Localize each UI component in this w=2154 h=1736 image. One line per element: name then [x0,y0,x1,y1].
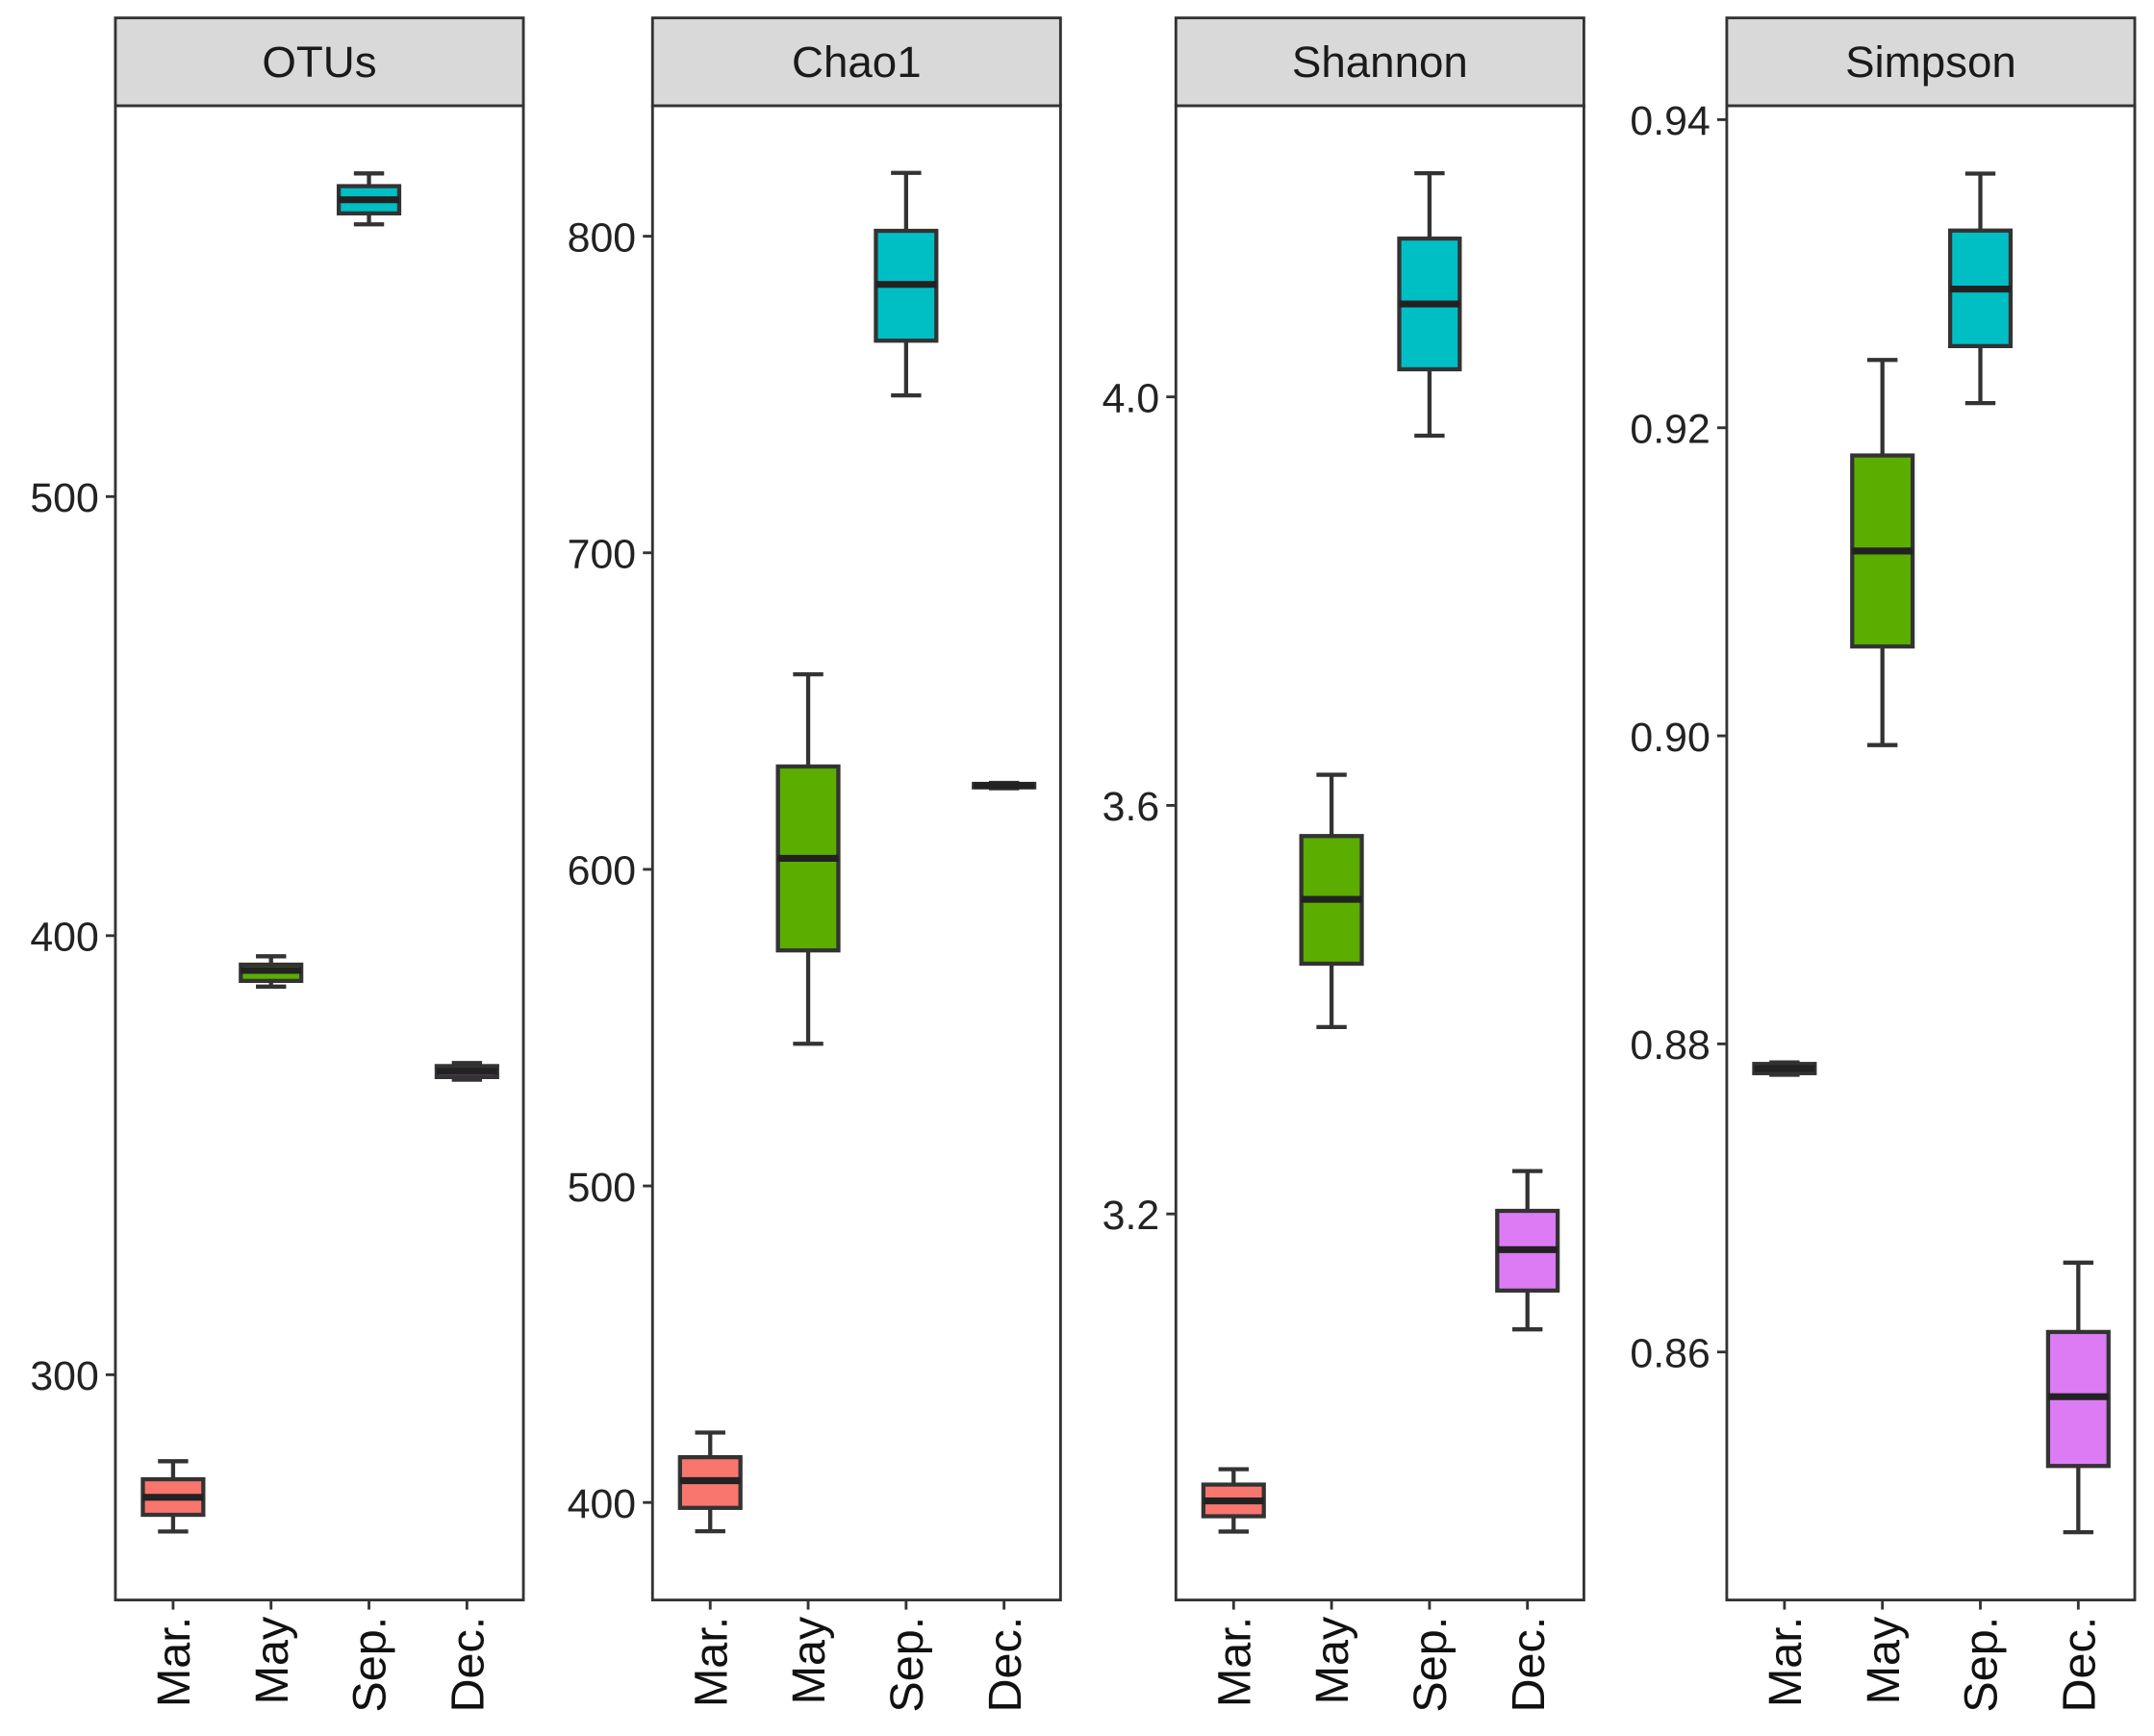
y-tick-label: 0.94 [1630,98,1710,144]
y-tick-label: 500 [568,1165,636,1211]
x-tick-label: Mar. [685,1617,737,1707]
plot-panel [650,104,1062,1602]
facet-title: OTUs [262,38,376,87]
facet-strip [1725,16,2137,108]
x-tick-label: May [1306,1616,1358,1704]
facet-title: Chao1 [792,38,922,87]
box-dec [972,780,1037,791]
box-mar [1201,1467,1266,1534]
x-tick-label: Dec. [442,1617,494,1713]
box-mar [140,1459,206,1534]
x-tick-label: Dec. [979,1617,1031,1713]
x-tick-label: May [1858,1616,1910,1704]
box-mar [677,1430,743,1534]
plot-panel [114,104,525,1602]
x-tick-label: Mar. [1208,1617,1260,1707]
y-tick-label: 0.92 [1630,406,1710,452]
facet-strip [114,16,525,108]
box-may [239,954,304,989]
box-dec [1495,1169,1560,1332]
x-tick-label: May [783,1616,835,1704]
y-tick-label: 3.2 [1102,1193,1160,1239]
box-sep [1947,171,2014,406]
y-tick-label: 0.88 [1630,1022,1710,1069]
facet-strip [650,16,1062,108]
box-dec [2045,1260,2111,1535]
y-tick-label: 0.86 [1630,1330,1710,1376]
x-tick-label: Mar. [148,1617,200,1707]
box-may [775,672,841,1046]
facet-strip [1174,16,1585,108]
y-tick-label: 0.90 [1630,715,1710,761]
x-tick-label: Mar. [1760,1617,1812,1707]
y-tick-label: 3.6 [1102,784,1160,830]
panel-chao1: Chao1 400 500 600 700 800 Mar. May Sep. Dec. [568,16,1062,1713]
box-sep [336,171,402,227]
box-sep [1397,170,1462,439]
x-tick-label: May [246,1616,298,1704]
panel-simpson: Simpson 0.86 0.88 0.90 0.92 0.94 Mar. May Sep. De… [1630,16,2137,1713]
y-tick-label: 700 [568,531,636,577]
y-tick-label: 300 [30,1353,98,1399]
y-tick-label: 4.0 [1102,375,1160,421]
y-tick-label: 800 [568,214,636,261]
facet-title: Shannon [1292,38,1468,87]
box-may [1850,358,1915,747]
x-tick-label: Sep. [1405,1617,1457,1713]
y-tick-label: 400 [568,1481,636,1527]
box-mar [1752,1060,1817,1077]
y-tick-label: 400 [30,915,98,961]
facet-title: Simpson [1845,38,2016,87]
box-may [1299,772,1364,1029]
x-tick-label: Sep. [1956,1617,2008,1713]
box-dec [434,1061,499,1082]
x-tick-label: Dec. [1503,1617,1555,1713]
y-tick-label: 500 [30,475,98,521]
plot-panel [1174,104,1585,1602]
x-tick-label: Sep. [344,1617,396,1713]
x-tick-label: Dec. [2053,1617,2105,1713]
box-sep [874,170,939,398]
x-tick-label: Sep. [881,1617,933,1713]
panel-shannon: Shannon 3.2 3.6 4.0 Mar. May Sep. Dec. [1102,16,1585,1713]
y-tick-label: 600 [568,848,636,894]
panel-otus: OTUs 300 400 500 Mar. May Sep. Dec. [30,16,525,1713]
